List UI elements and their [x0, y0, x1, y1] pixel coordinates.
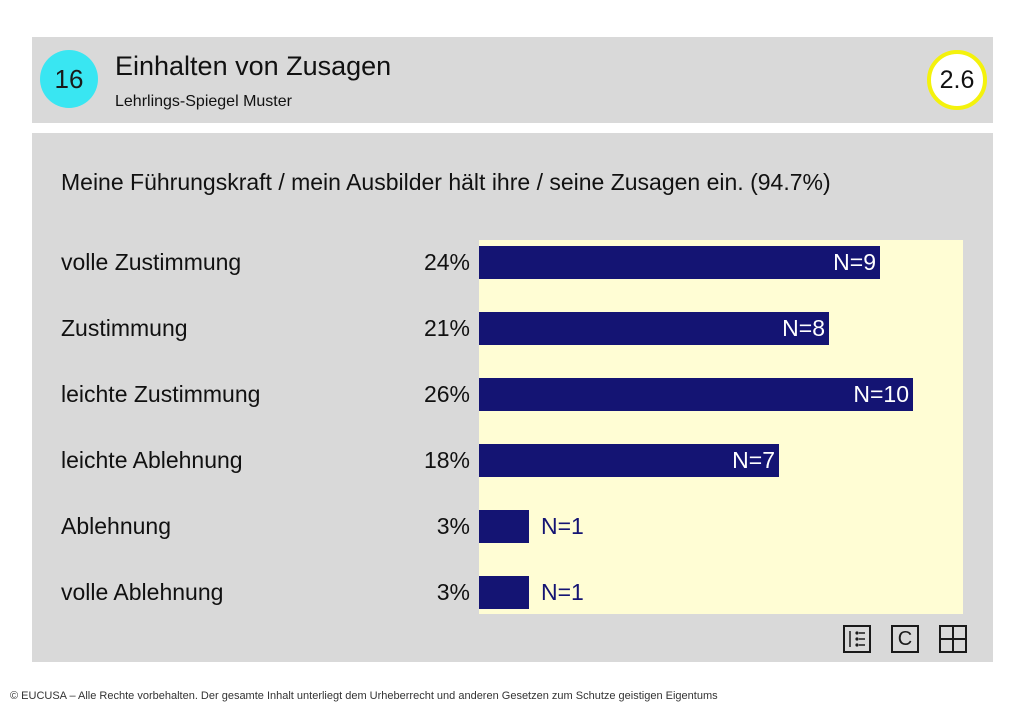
version-badge: 2.6	[927, 50, 987, 110]
slide-number-badge: 16	[40, 50, 98, 108]
category-label: leichte Zustimmung	[61, 381, 261, 407]
bar	[479, 246, 880, 279]
page-subtitle: Lehrlings-Spiegel Muster	[115, 93, 292, 110]
percent-label: 18%	[423, 447, 470, 473]
list-chart-icon[interactable]	[843, 625, 871, 653]
bar	[479, 444, 779, 477]
grid-icon[interactable]	[939, 625, 967, 653]
page-title: Einhalten von Zusagen	[115, 51, 392, 81]
category-label: leichte Ablehnung	[61, 447, 243, 473]
plot-area: N=9 N=8 N=10 N=7 N=1 N=1	[479, 240, 963, 614]
bar	[479, 576, 529, 609]
category-label: Ablehnung	[61, 513, 171, 539]
header-panel: 16 Einhalten von Zusagen Lehrlings-Spieg…	[32, 37, 993, 123]
percent-label: 26%	[423, 381, 470, 407]
bar	[479, 378, 913, 411]
count-label: N=9	[833, 249, 876, 275]
count-label: N=8	[782, 315, 825, 341]
percent-label: 24%	[423, 249, 470, 275]
category-label: Zustimmung	[61, 315, 188, 341]
category-label: volle Ablehnung	[61, 579, 224, 605]
percent-label: 21%	[423, 315, 470, 341]
category-label: volle Zustimmung	[61, 249, 242, 275]
c-icon[interactable]: C	[891, 625, 919, 653]
chart-panel: Meine Führungskraft / mein Ausbilder häl…	[32, 133, 993, 662]
count-label: N=1	[541, 513, 584, 539]
percent-label: 3%	[436, 579, 470, 605]
copyright-footer: © EUCUSA – Alle Rechte vorbehalten. Der …	[10, 690, 718, 702]
percent-label: 3%	[436, 513, 470, 539]
count-label: N=7	[732, 447, 775, 473]
chart-title: Meine Führungskraft / mein Ausbilder häl…	[61, 169, 831, 195]
bar	[479, 510, 529, 543]
bar	[479, 312, 829, 345]
toolbar-icons: C	[843, 625, 967, 653]
count-label: N=1	[541, 579, 584, 605]
count-label: N=10	[853, 381, 909, 407]
